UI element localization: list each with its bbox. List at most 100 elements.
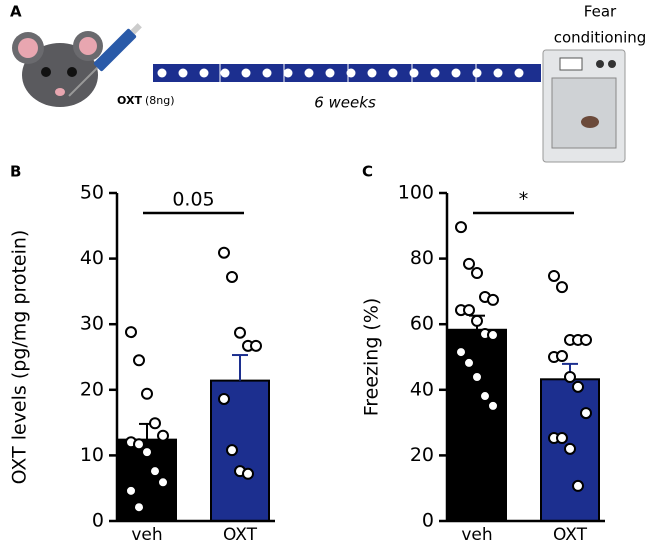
- data-point: [149, 417, 161, 430]
- duration: 6 weeks: [314, 94, 376, 112]
- data-point: [133, 501, 145, 514]
- error-bar: [232, 354, 248, 381]
- dot: [262, 68, 272, 78]
- y-axis-label: Freezing (%): [361, 298, 383, 417]
- data-point: [455, 221, 467, 234]
- dot: [304, 68, 314, 78]
- y-tick-label: 30: [80, 313, 104, 335]
- data-point: [125, 484, 137, 497]
- x-tick-label: OXT: [553, 525, 588, 542]
- data-point: [218, 246, 230, 259]
- data-point: [556, 281, 568, 294]
- y-tick-label: 40: [80, 247, 104, 269]
- data-point: [463, 304, 475, 317]
- data-point: [580, 333, 592, 346]
- x-tick-label: OXT: [223, 525, 258, 542]
- dot: [514, 68, 524, 78]
- annotation: 0.05: [172, 189, 214, 211]
- dot: [493, 68, 503, 78]
- data-point: [149, 465, 161, 478]
- panel-label: C: [362, 163, 373, 181]
- data-point: [471, 371, 483, 384]
- dot: [241, 68, 251, 78]
- test-label: conditioning: [554, 29, 647, 47]
- dot: [220, 68, 230, 78]
- y-tick-label: 20: [80, 378, 104, 400]
- y-tick-label: 80: [410, 247, 434, 269]
- mouse-eye: [67, 67, 77, 77]
- data-point: [463, 257, 475, 270]
- data-point: [487, 329, 499, 342]
- data-point: [564, 442, 576, 455]
- y-tick-label: 0: [92, 510, 104, 532]
- dot: [367, 68, 377, 78]
- syringe: [68, 23, 142, 97]
- data-point: [133, 354, 145, 367]
- dot: [283, 68, 293, 78]
- data-point: [564, 371, 576, 384]
- panel-a: A OXT (8ng) 6 weeks Fear conditioning: [10, 3, 646, 163]
- dot: [325, 68, 335, 78]
- bar: [447, 328, 507, 522]
- mouse-ear-inner: [18, 38, 38, 58]
- knob: [608, 60, 616, 68]
- mouse-ear-inner: [79, 37, 97, 55]
- dose: (8ng): [145, 94, 175, 107]
- x-tick-label: veh: [131, 525, 162, 542]
- data-point: [556, 432, 568, 445]
- data-point: [125, 326, 137, 339]
- data-point: [455, 346, 467, 359]
- dot: [178, 68, 188, 78]
- drug: OXT: [117, 94, 142, 107]
- data-point: [157, 429, 169, 442]
- mouse-head: [22, 43, 98, 107]
- data-point: [572, 479, 584, 492]
- mouse-eye: [41, 67, 51, 77]
- annotation: *: [519, 189, 529, 211]
- data-point: [141, 387, 153, 400]
- dot: [388, 68, 398, 78]
- timeline-dots: [157, 64, 524, 82]
- data-point: [548, 269, 560, 282]
- data-point: [463, 356, 475, 369]
- data-point: [218, 392, 230, 405]
- data-point: [242, 467, 254, 480]
- bar: [210, 379, 270, 522]
- drug-label: OXT (8ng): [117, 94, 175, 107]
- data-point: [580, 407, 592, 420]
- y-tick-label: 0: [422, 510, 434, 532]
- knob: [596, 60, 604, 68]
- dot: [430, 68, 440, 78]
- dot: [472, 68, 482, 78]
- y-tick-label: 40: [410, 378, 434, 400]
- chamber-mouse: [581, 116, 599, 128]
- chamber-panel: [559, 57, 583, 71]
- test-label: Fear: [584, 3, 617, 21]
- data-point: [487, 399, 499, 412]
- data-point: [479, 390, 491, 403]
- data-point: [471, 267, 483, 280]
- dot: [199, 68, 209, 78]
- data-point: [556, 350, 568, 363]
- data-point: [471, 314, 483, 327]
- y-tick-label: 20: [410, 444, 434, 466]
- chamber-window: [551, 77, 617, 149]
- data-point: [226, 444, 238, 457]
- data-point: [234, 326, 246, 339]
- y-tick-label: 100: [398, 182, 434, 204]
- panel-label: A: [10, 3, 22, 21]
- data-point: [226, 270, 238, 283]
- dot: [346, 68, 356, 78]
- dot: [157, 68, 167, 78]
- dot: [409, 68, 419, 78]
- x-tick-label: veh: [461, 525, 492, 542]
- data-point: [141, 446, 153, 459]
- dot: [451, 68, 461, 78]
- y-tick-label: 60: [410, 313, 434, 335]
- data-point: [133, 438, 145, 451]
- panel-label: B: [10, 163, 21, 181]
- data-point: [487, 293, 499, 306]
- y-tick-label: 50: [80, 182, 104, 204]
- data-point: [157, 476, 169, 489]
